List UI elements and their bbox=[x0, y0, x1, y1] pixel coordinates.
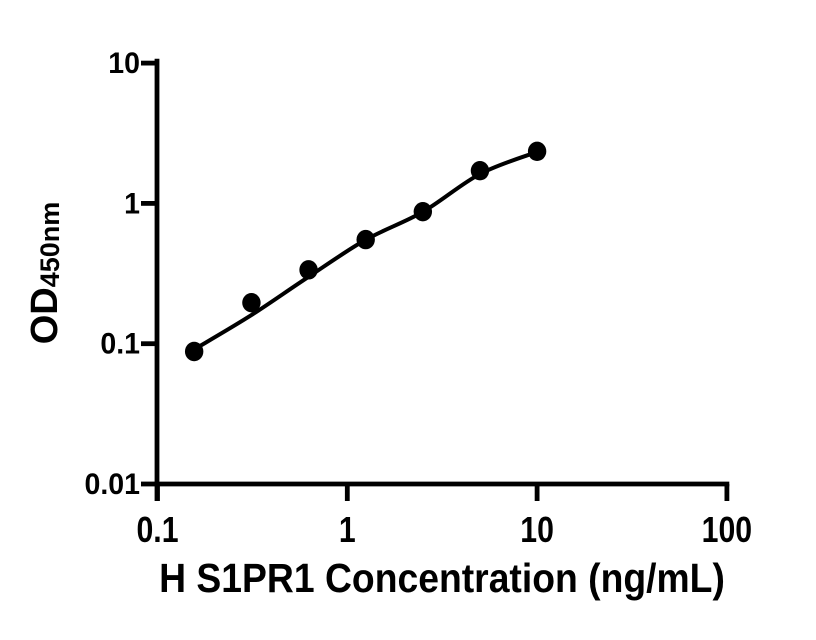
y-tick-label: 10 bbox=[108, 47, 140, 80]
x-tick-label: 10 bbox=[520, 511, 554, 551]
y-axis-title-subscript: 450nm bbox=[35, 202, 65, 288]
y-axis-title: OD450nm bbox=[24, 202, 66, 345]
axes: 0.01 0.1 1 10 0.1 1 10 100 bbox=[85, 47, 753, 550]
data-point-marker bbox=[242, 292, 261, 313]
data-point-marker bbox=[413, 201, 433, 222]
y-tick-label: 0.01 bbox=[85, 468, 140, 501]
x-tick-label: 1 bbox=[339, 511, 356, 551]
data-point-marker bbox=[184, 341, 204, 362]
data-point-marker bbox=[470, 161, 490, 181]
axis-titles: H S1PR1 Concentration (ng/mL) OD450nm bbox=[24, 202, 725, 602]
data-point-marker bbox=[356, 229, 375, 250]
y-tick-label: 1 bbox=[124, 188, 140, 221]
x-tick-label: 100 bbox=[702, 511, 752, 551]
y-tick-label: 0.1 bbox=[100, 328, 140, 361]
x-tick-label: 0.1 bbox=[136, 511, 178, 551]
standard-curve-fit-line bbox=[193, 150, 538, 352]
y-axis-title-main: OD bbox=[24, 287, 66, 344]
x-axis-title: H S1PR1 Concentration (ng/mL) bbox=[159, 556, 725, 601]
data-point-marker bbox=[527, 141, 547, 162]
data-series bbox=[184, 141, 547, 362]
data-point-marker bbox=[299, 260, 318, 280]
